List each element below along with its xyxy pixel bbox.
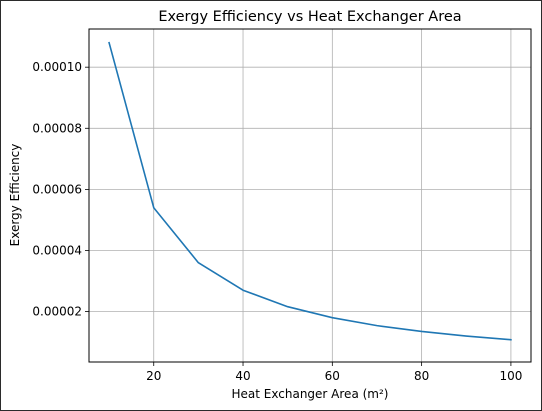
plot-area [88,28,532,363]
y-tick-label: 0.00008 [32,121,82,135]
chart-title: Exergy Efficiency vs Heat Exchanger Area [158,9,461,25]
y-tick-label: 0.00010 [32,60,82,74]
x-tick-label: 60 [325,369,340,383]
x-axis-label: Heat Exchanger Area (m²) [232,387,389,401]
y-tick-label: 0.00004 [32,243,82,257]
series-group [108,41,512,341]
x-tick-label: 80 [414,369,429,383]
y-tick-label: 0.00006 [32,182,82,196]
axis-ticks: 20 40 60 80 100 0.00002 0.00004 0.00006 0.00008 0… [32,60,522,383]
series-line [108,41,512,341]
y-tick-label: 0.00002 [32,305,82,319]
x-tick-label: 20 [146,369,161,383]
y-axis-label: Exergy Efficiency [8,144,22,247]
x-tick-label: 100 [499,369,522,383]
x-tick-label: 40 [235,369,250,383]
grid-lines [89,29,531,362]
